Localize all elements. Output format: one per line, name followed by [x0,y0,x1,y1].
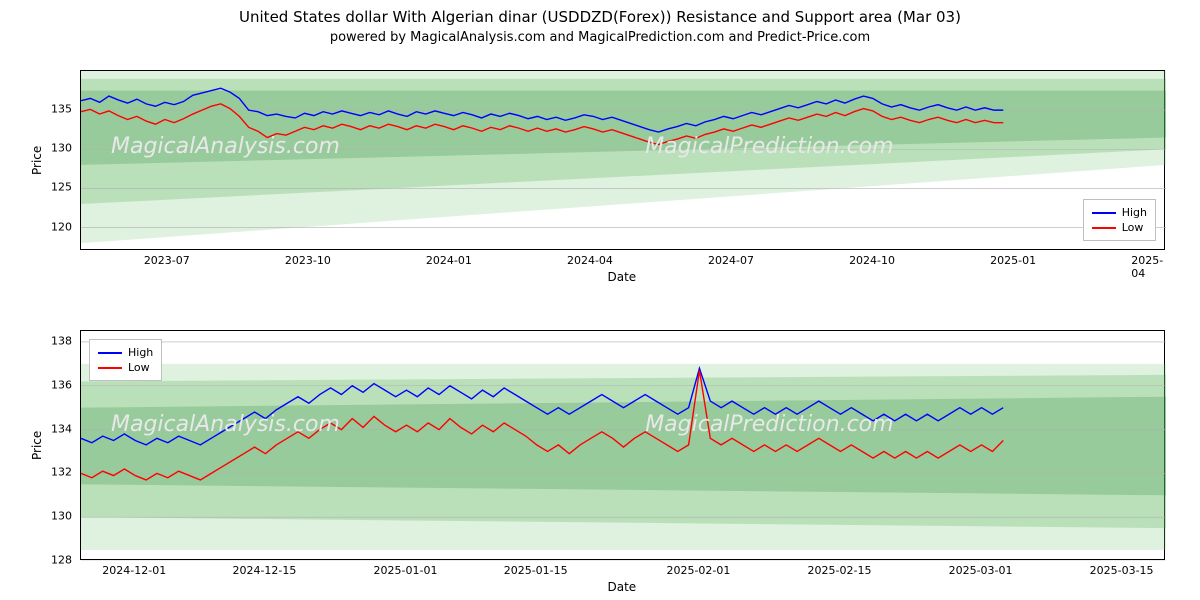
legend-label-low: Low [1122,221,1144,234]
x-tick-label: 2023-07 [144,254,190,267]
y-tick-label: 120 [42,220,72,233]
legend-label-high: High [128,346,153,359]
legend: High Low [89,339,162,381]
x-axis-label: Date [608,580,637,594]
x-tick-label: 2024-12-01 [102,564,166,577]
legend-swatch-high [1092,212,1116,214]
x-tick-label: 2025-02-15 [808,564,872,577]
top-chart-panel: MagicalAnalysis.comMagicalPrediction.com… [80,70,1165,250]
x-tick-label: 2025-02-01 [666,564,730,577]
chart-svg [81,331,1166,561]
figure-title: United States dollar With Algerian dinar… [0,0,1200,26]
x-tick-label: 2025-01-15 [504,564,568,577]
x-tick-label: 2025-04 [1131,254,1177,280]
figure-subtitle: powered by MagicalAnalysis.com and Magic… [0,26,1200,45]
y-tick-label: 132 [42,466,72,479]
legend-swatch-low [98,367,122,369]
legend-label-low: Low [128,361,150,374]
y-tick-label: 138 [42,334,72,347]
y-tick-label: 130 [42,510,72,523]
x-tick-label: 2024-12-15 [232,564,296,577]
legend-item-low: Low [1092,221,1147,234]
figure: United States dollar With Algerian dinar… [0,0,1200,600]
legend-item-high: High [98,346,153,359]
x-tick-label: 2025-01 [990,254,1036,267]
legend: High Low [1083,199,1156,241]
y-axis-label: Price [30,146,44,175]
legend-swatch-high [98,352,122,354]
bottom-chart-panel: MagicalAnalysis.comMagicalPrediction.com… [80,330,1165,560]
y-tick-label: 130 [42,142,72,155]
x-tick-label: 2024-10 [849,254,895,267]
y-tick-label: 128 [42,554,72,567]
x-tick-label: 2025-03-15 [1090,564,1154,577]
legend-item-low: Low [98,361,153,374]
x-tick-label: 2025-03-01 [949,564,1013,577]
x-axis-label: Date [608,270,637,284]
support-resistance-band [81,397,1166,496]
y-axis-label: Price [30,431,44,460]
legend-label-high: High [1122,206,1147,219]
y-tick-label: 134 [42,422,72,435]
legend-item-high: High [1092,206,1147,219]
chart-svg [81,71,1166,251]
x-tick-label: 2024-01 [426,254,472,267]
legend-swatch-low [1092,227,1116,229]
y-tick-label: 125 [42,181,72,194]
x-tick-label: 2023-10 [285,254,331,267]
x-tick-label: 2024-07 [708,254,754,267]
y-tick-label: 135 [42,103,72,116]
y-tick-label: 136 [42,378,72,391]
x-tick-label: 2025-01-01 [374,564,438,577]
x-tick-label: 2024-04 [567,254,613,267]
